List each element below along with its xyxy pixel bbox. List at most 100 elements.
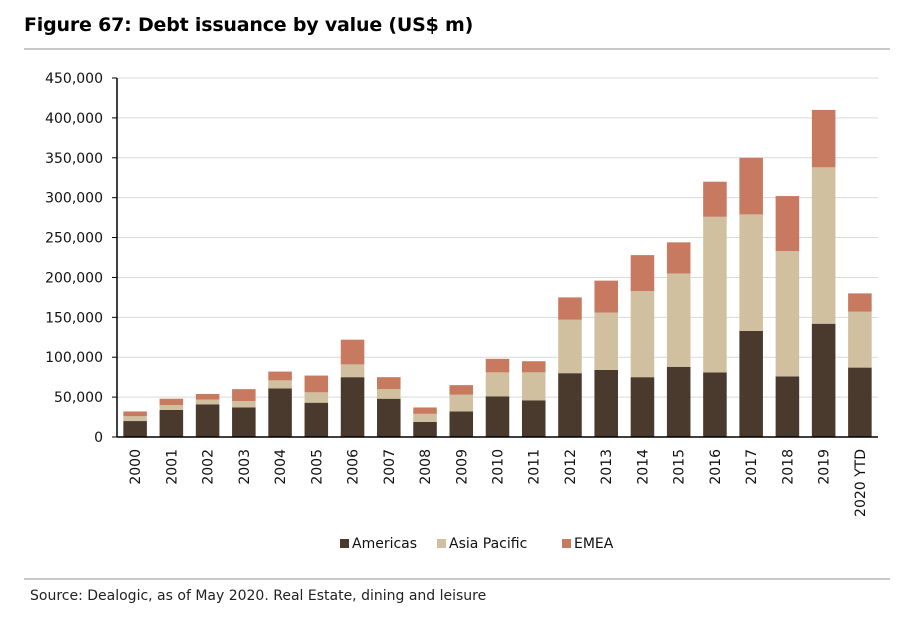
bar-emea-2012 xyxy=(558,297,582,320)
bar-asia-pacific-2004 xyxy=(268,380,292,389)
bar-americas-2002 xyxy=(195,404,220,437)
bar-americas-2017 xyxy=(739,330,763,437)
x-tick-label: 2005 xyxy=(309,449,325,485)
bar-americas-2016 xyxy=(703,372,727,437)
bar-americas-2015 xyxy=(666,366,691,437)
legend: Americas Asia Pacific EMEA xyxy=(340,536,614,552)
y-tick-label: 450,000 xyxy=(45,71,103,87)
grid-lines xyxy=(117,77,878,398)
y-tick-label: 50,000 xyxy=(54,390,103,406)
y-tick-label: 0 xyxy=(94,430,103,446)
bar-asia-pacific-2018 xyxy=(775,251,800,377)
legend-label: EMEA xyxy=(574,536,614,552)
bar-americas-2005 xyxy=(304,402,329,437)
bar-americas-2020-ytd xyxy=(848,367,872,437)
bar-americas-2018 xyxy=(775,376,800,437)
bar-asia-pacific-2020-ytd xyxy=(848,311,872,368)
bar-asia-pacific-2005 xyxy=(304,392,329,403)
bar-americas-2000 xyxy=(123,421,147,437)
y-tick-label: 300,000 xyxy=(45,191,103,207)
bar-asia-pacific-2003 xyxy=(232,401,256,408)
bar-emea-2016 xyxy=(703,181,727,217)
bottom-divider xyxy=(24,578,890,580)
bar-americas-2013 xyxy=(594,369,618,437)
bar-americas-2012 xyxy=(558,373,582,437)
bar-emea-2001 xyxy=(159,398,184,406)
x-tick-label: 2004 xyxy=(273,449,289,485)
y-tick-label: 150,000 xyxy=(45,310,103,326)
bar-asia-pacific-2015 xyxy=(666,273,691,367)
bar-emea-2000 xyxy=(123,411,147,417)
bar-emea-2017 xyxy=(739,157,763,215)
source-note: Source: Dealogic, as of May 2020. Real E… xyxy=(30,588,487,604)
bar-asia-pacific-2002 xyxy=(195,399,220,405)
bar-emea-2019 xyxy=(811,109,836,168)
bar-emea-2014 xyxy=(630,255,655,292)
x-tick-label: 2009 xyxy=(454,449,470,485)
bar-emea-2020-ytd xyxy=(848,293,872,312)
x-tick-label: 2012 xyxy=(563,449,579,485)
bar-emea-2009 xyxy=(449,385,474,395)
y-axis-ticks: 0 50,000 100,000 150,000 200,000 250,000 300,0… xyxy=(45,71,117,446)
x-tick-label: 2018 xyxy=(780,449,796,485)
bar-asia-pacific-2014 xyxy=(630,291,655,378)
bar-americas-2001 xyxy=(159,409,184,437)
bar-americas-2011 xyxy=(521,400,546,437)
bar-americas-2009 xyxy=(449,411,474,437)
bar-asia-pacific-2008 xyxy=(413,413,437,422)
x-tick-label: 2007 xyxy=(382,449,398,485)
bar-asia-pacific-2012 xyxy=(558,319,582,374)
bar-asia-pacific-2010 xyxy=(485,372,510,397)
x-tick-label: 2019 xyxy=(817,449,833,485)
bar-americas-2006 xyxy=(340,377,365,437)
x-tick-label: 2020 YTD xyxy=(853,449,869,517)
bar-emea-2008 xyxy=(413,407,437,414)
bar-asia-pacific-2000 xyxy=(123,416,147,422)
bar-emea-2003 xyxy=(232,389,256,402)
x-tick-label: 2001 xyxy=(164,449,180,485)
x-tick-label: 2011 xyxy=(527,449,543,485)
x-tick-label: 2014 xyxy=(635,449,651,485)
bar-asia-pacific-2007 xyxy=(377,389,401,399)
bar-asia-pacific-2009 xyxy=(449,394,474,412)
bar-americas-2004 xyxy=(268,388,292,437)
bar-asia-pacific-2017 xyxy=(739,214,763,331)
x-tick-label: 2003 xyxy=(237,449,253,485)
bar-emea-2004 xyxy=(268,371,292,381)
bar-emea-2013 xyxy=(594,280,618,313)
bar-asia-pacific-2016 xyxy=(703,216,727,373)
bar-asia-pacific-2006 xyxy=(340,364,365,378)
bar-asia-pacific-2013 xyxy=(594,312,618,370)
x-tick-label: 2000 xyxy=(128,449,144,485)
y-tick-label: 100,000 xyxy=(45,350,103,366)
chart-title: Figure 67: Debt issuance by value (US$ m… xyxy=(24,14,474,36)
bar-emea-2007 xyxy=(377,377,401,390)
legend-label: Asia Pacific xyxy=(449,536,527,552)
y-tick-label: 350,000 xyxy=(45,151,103,167)
x-tick-label: 2008 xyxy=(418,449,434,485)
bar-americas-2010 xyxy=(485,396,510,437)
bars xyxy=(123,109,872,437)
top-divider xyxy=(24,48,890,50)
legend-swatch xyxy=(340,539,349,548)
y-tick-label: 400,000 xyxy=(45,111,103,127)
bar-asia-pacific-2001 xyxy=(159,405,184,410)
bar-americas-2008 xyxy=(413,421,437,437)
bar-emea-2018 xyxy=(775,196,800,252)
bar-emea-2005 xyxy=(304,375,329,393)
legend-swatch xyxy=(437,539,446,548)
x-axis-ticks: 2000 2001 2002 2003 2004 2005 2006 2007 2008 2009… xyxy=(128,449,869,517)
bar-emea-2011 xyxy=(521,361,546,373)
legend-label: Americas xyxy=(352,536,417,552)
bar-asia-pacific-2011 xyxy=(521,372,546,401)
x-tick-label: 2002 xyxy=(201,449,217,485)
x-tick-label: 2017 xyxy=(744,449,760,485)
bar-americas-2007 xyxy=(377,398,401,437)
x-tick-label: 2006 xyxy=(346,449,362,485)
y-tick-label: 200,000 xyxy=(45,270,103,286)
bar-asia-pacific-2019 xyxy=(811,167,836,324)
legend-swatch xyxy=(562,539,571,548)
x-tick-label: 2016 xyxy=(708,449,724,485)
x-tick-label: 2010 xyxy=(491,449,507,485)
bar-emea-2002 xyxy=(195,393,220,400)
